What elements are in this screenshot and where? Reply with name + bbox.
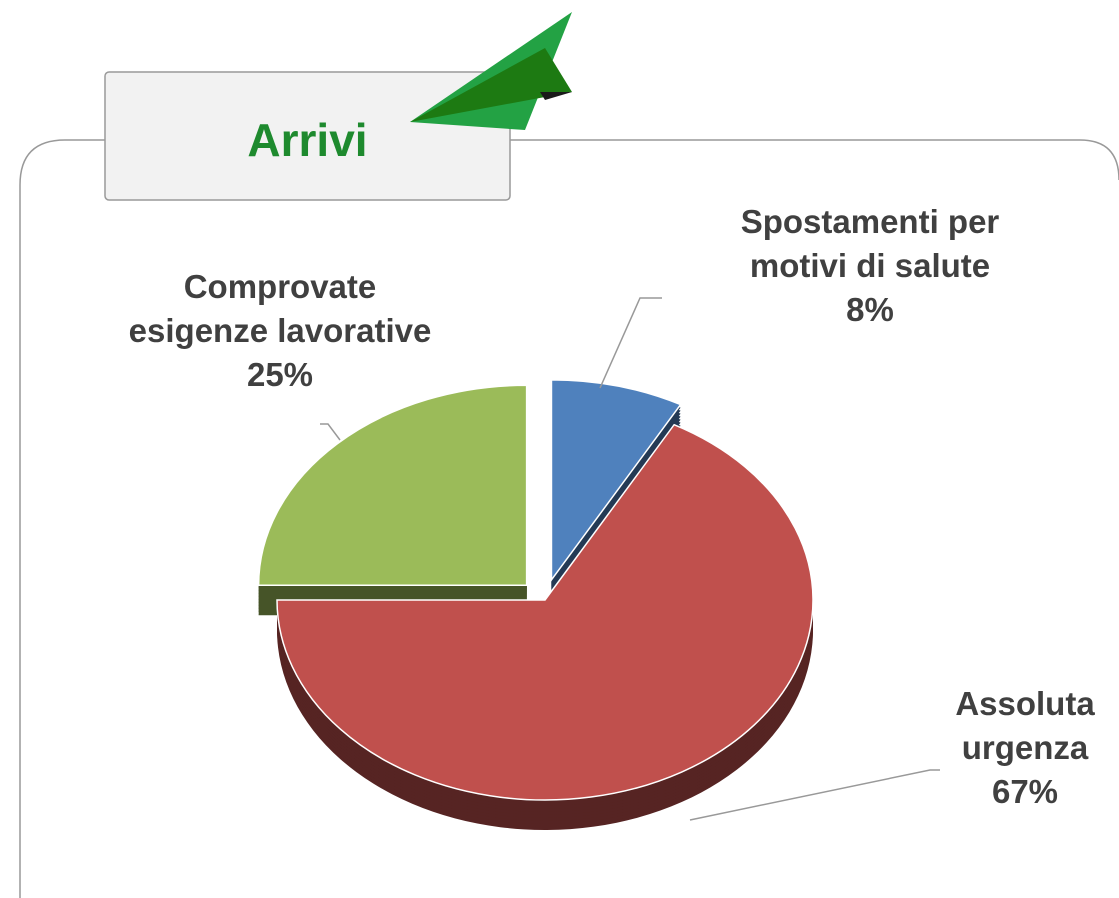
frame bbox=[19, 139, 1119, 898]
slice bbox=[550, 379, 682, 583]
title-box bbox=[104, 71, 511, 201]
value-label: 8% bbox=[846, 291, 894, 328]
chart-title: Arrivi bbox=[247, 114, 368, 166]
slice-label: Assoluta urgenza 67% bbox=[925, 682, 1119, 814]
category-name: Comprovate esigenze lavorative bbox=[128, 268, 432, 349]
value-label: 67% bbox=[991, 773, 1059, 810]
value-label: 25% bbox=[246, 356, 314, 393]
slice-label: Spostamenti per motivi di salute 8% bbox=[690, 200, 1050, 332]
paper-plane bbox=[410, 12, 572, 130]
category-name: Assoluta urgenza bbox=[955, 685, 1095, 766]
slice bbox=[276, 423, 814, 801]
pie bbox=[257, 379, 814, 830]
slice-label: Comprovate esigenze lavorative 25% bbox=[70, 265, 490, 397]
leader-lines bbox=[320, 297, 940, 821]
category-name: Spostamenti per motivi di salute bbox=[740, 203, 1000, 284]
slice bbox=[257, 384, 528, 587]
